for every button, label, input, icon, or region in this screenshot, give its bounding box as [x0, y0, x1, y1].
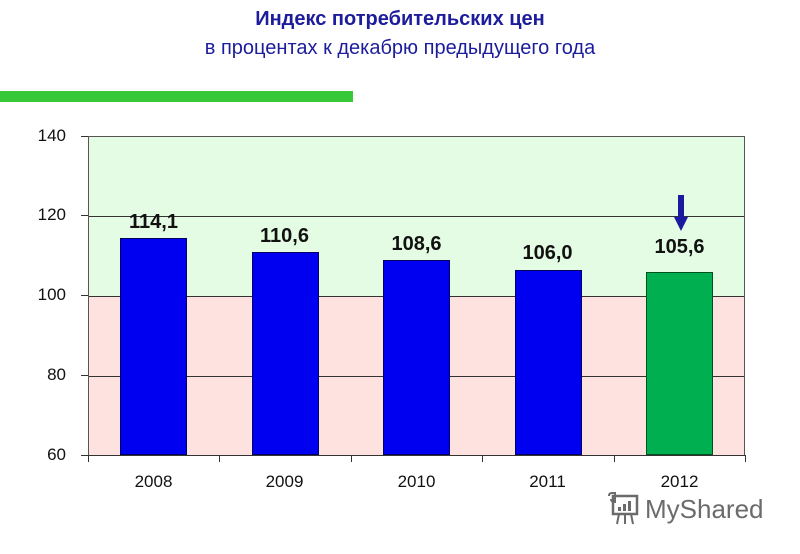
xtick-label-2011: 2011 [529, 472, 566, 491]
xtick-label-2012: 2012 [660, 472, 699, 491]
value-label-2012: 105,6 [654, 236, 705, 258]
ytick-label-60: 60 [47, 445, 66, 464]
value-label-2008: 114,1 [129, 211, 178, 233]
bar-2012 [646, 272, 713, 455]
xtick [614, 455, 615, 462]
xtick-label-2008: 2008 [134, 472, 173, 491]
ytick-100 [81, 295, 88, 296]
bar-2010 [383, 260, 450, 455]
value-label-2010: 108,6 [391, 233, 442, 255]
ytick-80 [81, 375, 88, 376]
watermark: MyShared [607, 492, 764, 526]
xtick-label-2010: 2010 [397, 472, 436, 491]
bar-2011 [515, 270, 582, 455]
accent-divider [0, 91, 353, 102]
value-label-2009: 110,6 [260, 225, 309, 247]
presentation-board-icon [608, 492, 639, 525]
ytick-120 [81, 215, 88, 216]
ytick-label-100: 100 [37, 285, 66, 304]
xtick [219, 455, 220, 462]
ytick-label-140: 140 [37, 126, 66, 145]
watermark-text: MyShared [645, 493, 764, 524]
x-axis [88, 455, 746, 456]
bar-2009 [252, 252, 319, 455]
down-arrow-icon [674, 195, 688, 231]
bar-2008 [120, 238, 187, 455]
ytick-60 [81, 455, 88, 456]
chart-subtitle: в процентах к декабрю предыдущего года [204, 37, 596, 59]
xtick [745, 455, 746, 462]
plot-area [88, 136, 745, 455]
ytick-140 [81, 136, 88, 137]
ytick-label-80: 80 [47, 365, 66, 384]
ytick-label-120: 120 [37, 205, 66, 224]
gridline-120 [89, 216, 744, 217]
xtick [88, 455, 89, 462]
chart-title: Индекс потребительских цен [255, 8, 545, 30]
xtick [482, 455, 483, 462]
xtick-label-2009: 2009 [265, 472, 304, 491]
value-label-2011: 106,0 [522, 242, 573, 264]
xtick [351, 455, 352, 462]
